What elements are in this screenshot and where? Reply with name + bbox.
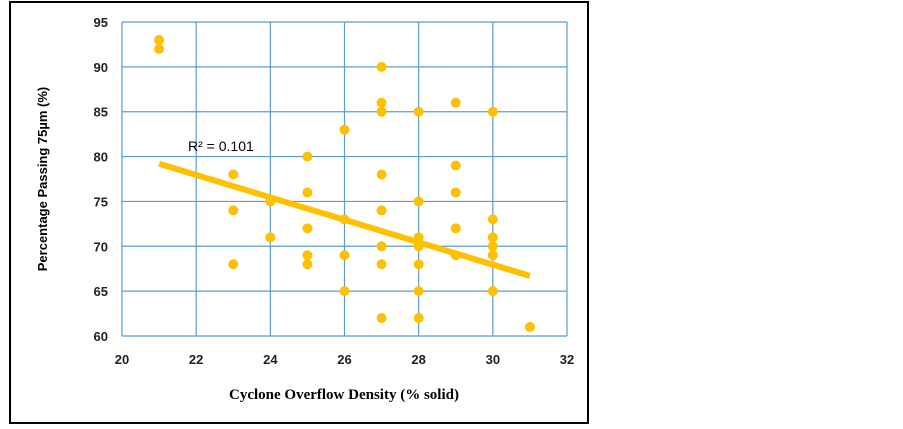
chart-frame: 20 22 24 26 28 30 32 60 65 70 75 80 85 90 95 R² = 0.1… [9, 1, 589, 424]
data-point-2 [228, 169, 239, 180]
data-point-7 [302, 151, 313, 162]
data-point-15 [339, 286, 350, 297]
x-axis-ticks: 20 22 24 26 28 30 32 [115, 352, 574, 367]
x-tick-label-3: 26 [337, 352, 351, 367]
data-point-30 [413, 313, 424, 324]
y-tick-label-2: 70 [94, 239, 108, 254]
data-point-28 [413, 259, 424, 270]
data-point-19 [376, 169, 387, 180]
y-axis-ticks: 60 65 70 75 80 85 90 95 [94, 15, 108, 344]
x-tick-label-2: 24 [263, 352, 278, 367]
data-point-26 [413, 232, 424, 243]
data-point-6 [265, 232, 276, 243]
data-point-39 [487, 241, 498, 252]
y-tick-label-7: 95 [94, 15, 108, 30]
data-point-36 [487, 106, 498, 117]
data-point-0 [154, 34, 165, 45]
data-point-14 [339, 250, 350, 261]
data-point-17 [376, 97, 387, 108]
y-tick-label-0: 60 [94, 329, 108, 344]
data-point-31 [450, 97, 461, 108]
data-point-32 [450, 160, 461, 171]
data-point-20 [376, 205, 387, 216]
y-tick-label-6: 90 [94, 60, 108, 75]
data-point-13 [339, 214, 350, 225]
data-point-40 [487, 250, 498, 261]
data-point-21 [376, 241, 387, 252]
data-point-23 [376, 313, 387, 324]
r-squared-annotation: R² = 0.101 [188, 138, 254, 154]
x-tick-label-5: 30 [486, 352, 500, 367]
scatter-chart: 20 22 24 26 28 30 32 60 65 70 75 80 85 90 95 R² = 0.1… [35, 15, 574, 403]
data-point-18 [376, 106, 387, 117]
x-tick-label-0: 20 [115, 352, 129, 367]
data-point-34 [450, 223, 461, 234]
data-point-42 [524, 322, 535, 333]
data-point-9 [302, 223, 313, 234]
data-point-41 [487, 286, 498, 297]
y-tick-label-5: 85 [94, 105, 108, 120]
data-point-4 [228, 259, 239, 270]
data-point-29 [413, 286, 424, 297]
x-tick-label-6: 32 [560, 352, 574, 367]
data-point-35 [450, 250, 461, 261]
x-tick-label-1: 22 [189, 352, 203, 367]
y-axis-label: Percentage Passing 75µm (%) [35, 87, 50, 272]
y-tick-label-3: 75 [94, 194, 108, 209]
y-tick-label-1: 65 [94, 284, 108, 299]
data-point-8 [302, 187, 313, 198]
data-point-10 [302, 250, 313, 261]
data-point-16 [376, 61, 387, 72]
data-point-25 [413, 196, 424, 207]
data-point-1 [154, 43, 165, 54]
data-point-27 [413, 241, 424, 252]
data-point-37 [487, 214, 498, 225]
data-points [154, 34, 535, 333]
x-axis-label: Cyclone Overflow Density (% solid) [229, 387, 459, 403]
data-point-33 [450, 187, 461, 198]
data-point-3 [228, 205, 239, 216]
data-point-11 [302, 259, 313, 270]
y-tick-label-4: 80 [94, 150, 108, 165]
data-point-5 [265, 196, 276, 207]
data-point-24 [413, 106, 424, 117]
data-point-12 [339, 124, 350, 135]
data-point-38 [487, 232, 498, 243]
x-tick-label-4: 28 [411, 352, 425, 367]
data-point-22 [376, 259, 387, 270]
